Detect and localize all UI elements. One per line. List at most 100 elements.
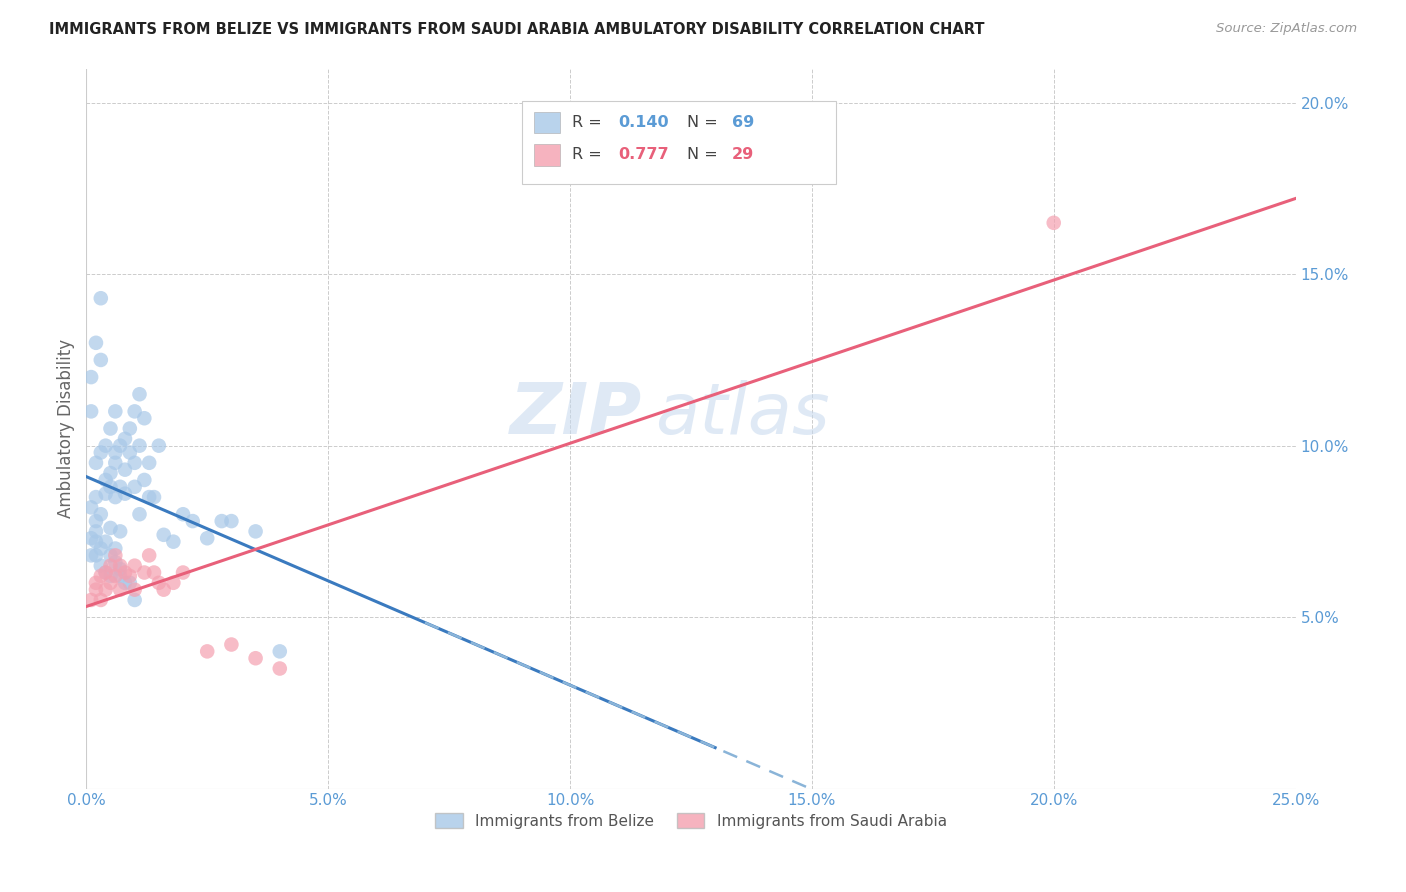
Point (84, 456, 107, 470)
Point (80, 500, 103, 515)
Legend: Immigrants from Belize, Immigrants from Saudi Arabia: Immigrants from Belize, Immigrants from … (429, 807, 953, 835)
FancyBboxPatch shape (534, 145, 561, 166)
Point (90, 593, 112, 607)
Text: IMMIGRANTS FROM BELIZE VS IMMIGRANTS FROM SAUDI ARABIA AMBULATORY DISABILITY COR: IMMIGRANTS FROM BELIZE VS IMMIGRANTS FRO… (49, 22, 984, 37)
Point (245, 651, 267, 665)
Text: Source: ZipAtlas.com: Source: ZipAtlas.com (1216, 22, 1357, 36)
Point (80, 370, 103, 384)
Point (100, 549, 122, 563)
Point (84, 490, 107, 504)
Point (162, 534, 184, 549)
FancyBboxPatch shape (522, 101, 837, 184)
Point (80, 531, 103, 545)
Point (94, 486, 117, 500)
Point (94, 473, 117, 487)
Point (104, 445, 127, 459)
Point (143, 490, 166, 504)
Point (80, 593, 103, 607)
Point (211, 514, 233, 528)
Point (114, 486, 136, 500)
Point (128, 507, 150, 521)
Point (195, 644, 218, 658)
Point (195, 531, 218, 545)
Text: 0.140: 0.140 (619, 115, 669, 130)
Point (128, 439, 150, 453)
Y-axis label: Ambulatory Disability: Ambulatory Disability (58, 339, 75, 518)
Point (100, 558, 122, 573)
Point (100, 421, 122, 435)
Text: 29: 29 (733, 147, 754, 162)
Point (90, 507, 112, 521)
Point (108, 558, 131, 573)
Point (118, 569, 141, 583)
Point (124, 558, 146, 573)
Point (108, 524, 131, 539)
Text: N =: N = (688, 115, 723, 130)
Point (94, 582, 117, 597)
Point (269, 661, 291, 675)
Point (90, 569, 112, 583)
Point (90, 445, 112, 459)
Point (80, 404, 103, 418)
Point (108, 582, 131, 597)
Point (94, 566, 117, 580)
Point (152, 582, 174, 597)
Point (138, 456, 160, 470)
Point (114, 432, 136, 446)
Point (100, 575, 122, 590)
Point (124, 456, 146, 470)
Point (162, 575, 184, 590)
Point (114, 463, 136, 477)
Point (94, 439, 117, 453)
Point (269, 644, 291, 658)
Point (104, 555, 127, 569)
Point (108, 569, 131, 583)
Point (134, 566, 156, 580)
Point (1042, 216, 1064, 230)
Text: ZIP: ZIP (510, 380, 643, 449)
Point (80, 549, 103, 563)
Point (108, 480, 131, 494)
Point (138, 490, 160, 504)
Point (245, 524, 267, 539)
Point (114, 566, 136, 580)
Point (143, 566, 166, 580)
Point (221, 514, 243, 528)
Point (84, 524, 107, 539)
Point (104, 404, 127, 418)
Point (148, 575, 170, 590)
Text: R =: R = (572, 115, 607, 130)
Point (94, 534, 117, 549)
Point (172, 566, 194, 580)
Text: 69: 69 (733, 115, 754, 130)
Point (118, 445, 141, 459)
Text: 0.777: 0.777 (619, 147, 669, 162)
Point (124, 480, 146, 494)
Point (124, 582, 146, 597)
Point (134, 411, 156, 425)
Point (172, 507, 194, 521)
Point (118, 575, 141, 590)
Point (84, 549, 107, 563)
Point (94, 566, 117, 580)
Text: R =: R = (572, 147, 607, 162)
Point (100, 569, 122, 583)
Point (100, 466, 122, 480)
Point (108, 562, 131, 576)
Point (118, 421, 141, 435)
Point (221, 638, 243, 652)
Point (104, 541, 127, 556)
Point (104, 549, 127, 563)
Point (124, 404, 146, 418)
Text: N =: N = (688, 147, 723, 162)
Point (134, 473, 156, 487)
Point (138, 549, 160, 563)
Point (84, 582, 107, 597)
Point (90, 558, 112, 573)
Point (84, 534, 107, 549)
Point (114, 575, 136, 590)
Text: atlas: atlas (655, 380, 830, 449)
Point (108, 439, 131, 453)
Point (100, 521, 122, 535)
Point (84, 335, 107, 350)
